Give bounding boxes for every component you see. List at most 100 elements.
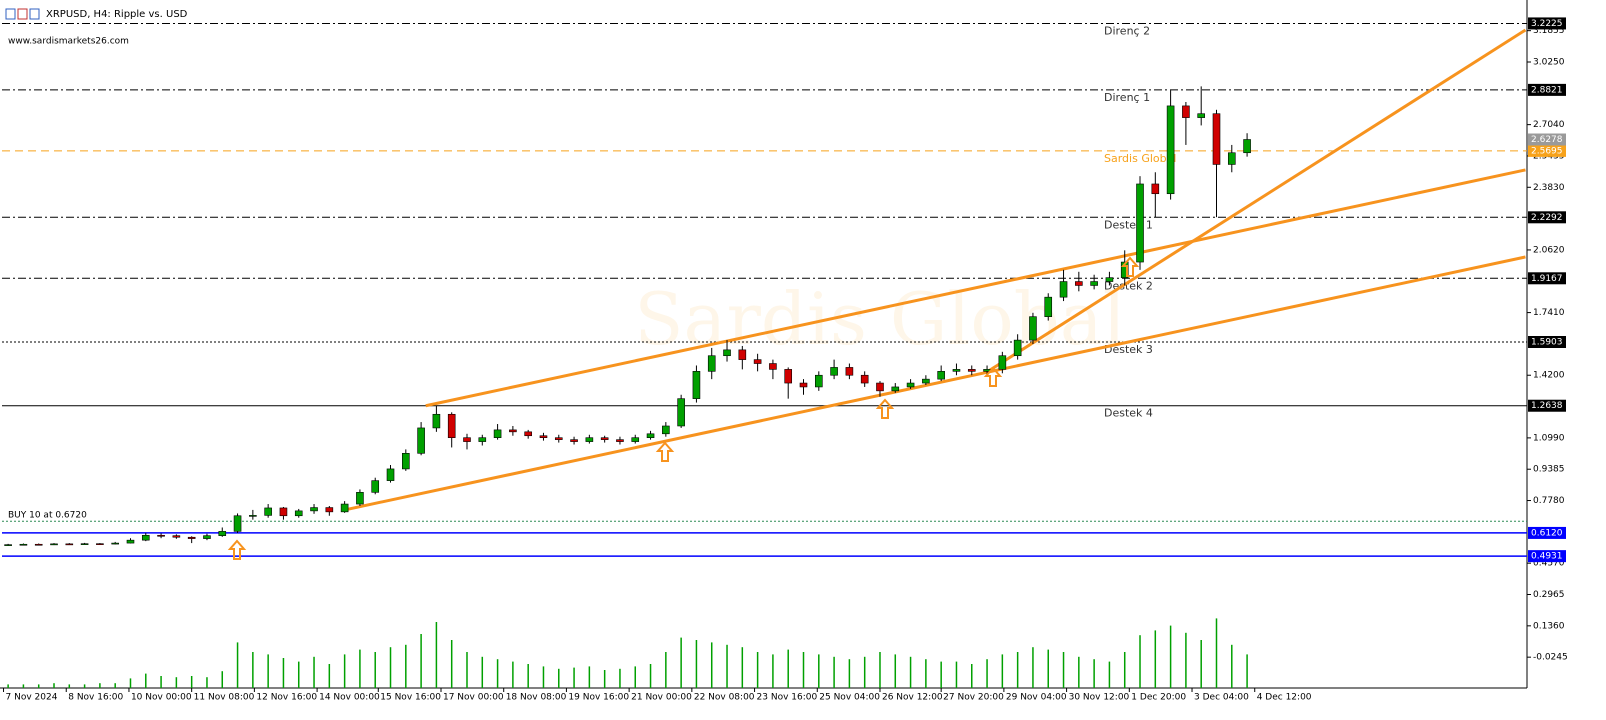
y-tick-label: 1.7410 bbox=[1533, 308, 1565, 318]
buy-arrow bbox=[875, 398, 895, 419]
volume-bar bbox=[359, 649, 361, 688]
candle-body bbox=[554, 437, 563, 440]
volume-bar bbox=[680, 637, 682, 688]
level-tag-label: 1.5903 bbox=[1531, 337, 1563, 347]
x-tick-label: 8 Nov 16:00 bbox=[68, 693, 123, 703]
level-label: Direnç 1 bbox=[1104, 91, 1150, 104]
volume-bar bbox=[313, 656, 315, 688]
volume-bar bbox=[1108, 661, 1111, 688]
candle-body bbox=[65, 543, 74, 546]
level-tag bbox=[1528, 550, 1566, 563]
volume-bar bbox=[1139, 635, 1141, 688]
volume-bar bbox=[1169, 625, 1172, 688]
level-tag-label: 1.9167 bbox=[1531, 274, 1563, 284]
volume-bar bbox=[206, 677, 208, 688]
candle-body bbox=[1182, 105, 1190, 118]
candle-body bbox=[417, 427, 425, 454]
volume-bar bbox=[252, 652, 254, 688]
candle-body bbox=[600, 437, 609, 440]
level-tag bbox=[1528, 211, 1566, 224]
price-tag bbox=[1528, 133, 1566, 146]
candle-body bbox=[203, 535, 211, 539]
volume-bar bbox=[68, 684, 71, 688]
level-tag bbox=[1528, 526, 1566, 539]
candle-body bbox=[1243, 139, 1251, 154]
volume-bar bbox=[328, 664, 331, 688]
candle-body bbox=[891, 386, 900, 392]
candle-body bbox=[815, 374, 823, 388]
x-tick-label: 19 Nov 16:00 bbox=[568, 693, 629, 703]
volume-bar bbox=[405, 644, 407, 688]
volume-bar bbox=[1016, 652, 1019, 688]
y-tick-label: 1.0990 bbox=[1533, 433, 1565, 443]
buy-arrow bbox=[1120, 256, 1140, 277]
order-label: BUY 10 at 0.6720 bbox=[8, 511, 87, 521]
volume-bar bbox=[802, 652, 805, 688]
volume-bar bbox=[450, 640, 453, 688]
candle-body bbox=[723, 349, 731, 357]
candle-body bbox=[1212, 113, 1221, 165]
candle-body bbox=[1075, 281, 1083, 286]
x-tick-label: 14 Nov 00:00 bbox=[319, 693, 380, 703]
volume-bar bbox=[558, 668, 560, 688]
volume-bar bbox=[971, 664, 973, 688]
volume-bar bbox=[1093, 659, 1095, 688]
y-tick-label: 3.1855 bbox=[1533, 26, 1565, 36]
volume-bar bbox=[145, 673, 147, 688]
level-tag-label: 3.2225 bbox=[1531, 19, 1563, 29]
x-tick-label: 11 Nov 08:00 bbox=[194, 693, 255, 703]
volume-bar bbox=[267, 654, 269, 688]
candle-body bbox=[585, 437, 594, 442]
candle-body bbox=[19, 543, 28, 546]
volume-bar bbox=[863, 656, 866, 688]
x-tick-label: 4 Dec 12:00 bbox=[1257, 693, 1312, 703]
candle-body bbox=[876, 382, 884, 392]
volume-bar bbox=[7, 684, 9, 688]
volume-bar bbox=[175, 677, 178, 688]
candle-body bbox=[799, 382, 808, 388]
x-tick-label: 3 Dec 04:00 bbox=[1194, 693, 1249, 703]
candle-body bbox=[463, 437, 471, 442]
candle-body bbox=[126, 539, 135, 544]
candle-body bbox=[1120, 261, 1129, 278]
candle-body bbox=[1029, 316, 1037, 341]
candle-body bbox=[218, 531, 227, 536]
volume-bar bbox=[1078, 656, 1080, 688]
volume-bar bbox=[726, 644, 728, 688]
candle-body bbox=[294, 510, 303, 517]
x-tick-label: 15 Nov 16:00 bbox=[380, 693, 441, 703]
volume-bar bbox=[496, 659, 499, 688]
candle-body bbox=[80, 543, 89, 545]
candle-body bbox=[1151, 183, 1160, 195]
x-tick-label: 22 Nov 08:00 bbox=[694, 693, 755, 703]
candle-body bbox=[1197, 113, 1205, 118]
trendline bbox=[425, 168, 1526, 408]
x-tick-label: 18 Nov 08:00 bbox=[506, 693, 567, 703]
y-tick-label: 1.4200 bbox=[1533, 371, 1565, 381]
candle-body bbox=[1136, 183, 1144, 263]
y-tick-label: 0.2965 bbox=[1533, 590, 1565, 600]
candle-body bbox=[830, 367, 838, 376]
candle-body bbox=[356, 492, 364, 505]
y-tick-label: 2.3830 bbox=[1533, 183, 1565, 193]
volume-bar bbox=[542, 666, 545, 688]
y-tick-label: 2.7040 bbox=[1533, 120, 1565, 130]
level-tag-label: 2.2292 bbox=[1531, 213, 1563, 223]
volume-bar bbox=[649, 664, 652, 688]
candle-body bbox=[524, 431, 532, 437]
y-tick-label: -0.0245 bbox=[1533, 653, 1568, 663]
volume-bar bbox=[1246, 654, 1248, 688]
volume-bar bbox=[37, 684, 40, 688]
volume-bar bbox=[833, 656, 835, 688]
chart-title: XRPUSD, H4: Ripple vs. USD bbox=[46, 9, 188, 20]
candle-body bbox=[707, 355, 716, 372]
candle-body bbox=[402, 453, 410, 470]
x-tick-label: 26 Nov 12:00 bbox=[882, 693, 943, 703]
watermark: Sardis Global bbox=[634, 277, 1126, 361]
candle-body bbox=[769, 363, 777, 370]
volume-bar bbox=[940, 661, 942, 688]
volume-bar bbox=[22, 684, 25, 688]
candle-body bbox=[1013, 339, 1022, 357]
